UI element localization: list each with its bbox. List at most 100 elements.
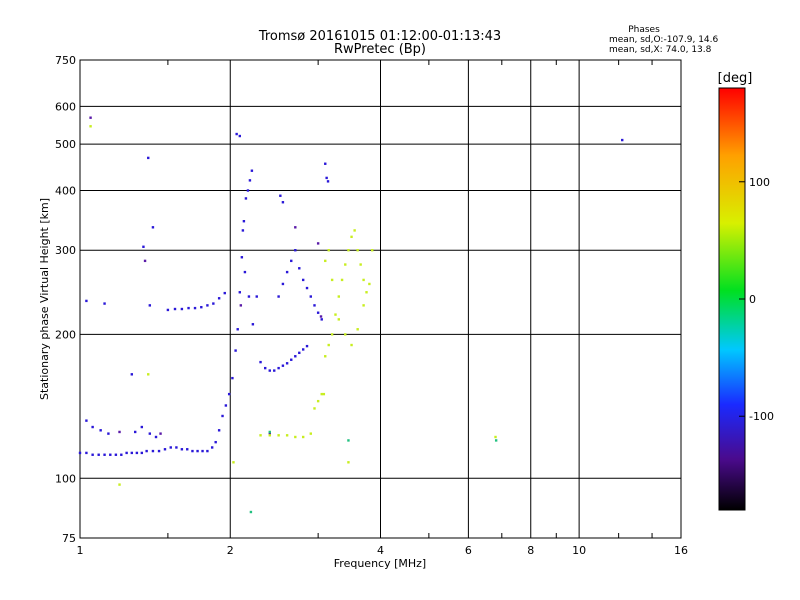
data-point: [320, 392, 323, 396]
data-point: [340, 278, 344, 282]
data-point: [359, 263, 362, 266]
data-point: [223, 291, 226, 295]
data-point: [356, 249, 359, 252]
colorbar-ticks: 100 0 -100: [739, 176, 774, 423]
data-point: [221, 414, 224, 418]
data-point: [259, 360, 262, 364]
data-point: [309, 432, 312, 435]
data-point: [163, 448, 167, 451]
data-point: [231, 376, 234, 380]
data-point: [151, 226, 155, 229]
data-point: [241, 229, 245, 232]
data-point: [142, 245, 145, 248]
data-point: [337, 295, 341, 298]
data-point: [227, 392, 231, 396]
data-point: [180, 448, 184, 451]
data-point: [217, 429, 221, 432]
x-tick-label: 2: [227, 544, 234, 557]
data-point: [186, 448, 189, 451]
data-point: [281, 282, 285, 286]
data-point: [166, 308, 170, 312]
colorbar-tick-label: 100: [749, 176, 770, 189]
data-point: [243, 270, 247, 274]
data-point: [239, 304, 243, 307]
data-point: [107, 432, 110, 435]
data-point: [97, 453, 100, 456]
chart-title: Tromsø 20161015 01:12:00-01:13:43: [258, 29, 501, 44]
data-point: [154, 435, 158, 439]
grid-lines: [80, 60, 681, 538]
data-point: [250, 169, 254, 172]
data-point: [78, 451, 82, 455]
data-point: [135, 451, 139, 455]
data-point: [326, 180, 330, 183]
data-point: [114, 453, 118, 456]
data-point: [125, 451, 128, 455]
y-axis-ticks: 75 100 200 300 400 500 600 750: [55, 54, 76, 545]
data-point: [301, 435, 305, 439]
data-point: [324, 259, 327, 263]
data-point: [273, 369, 276, 372]
data-point: [290, 358, 293, 361]
y-tick-label: 300: [55, 244, 76, 257]
data-point: [240, 256, 244, 259]
x-tick-label: 10: [572, 544, 586, 557]
data-point: [362, 278, 365, 282]
data-point: [264, 366, 267, 370]
data-point: [322, 392, 326, 396]
data-point: [255, 295, 258, 298]
chart-subtitle: RwPretec (Bp): [334, 42, 426, 57]
x-tick-label: 8: [527, 544, 534, 557]
data-point: [212, 302, 215, 305]
data-point: [210, 446, 214, 449]
data-point: [103, 453, 106, 456]
data-point: [285, 434, 289, 437]
data-point: [356, 328, 359, 331]
data-point: [214, 440, 217, 444]
data-point: [85, 451, 88, 455]
data-point: [200, 305, 203, 309]
data-point: [201, 449, 204, 453]
data-point: [290, 259, 293, 263]
y-tick-label: 400: [55, 184, 76, 197]
data-point: [173, 307, 177, 311]
data-point: [224, 404, 228, 407]
colorbar-tick-label: 0: [749, 293, 756, 306]
data-point: [91, 453, 94, 456]
data-point: [148, 432, 152, 435]
data-point: [344, 333, 347, 336]
data-point: [206, 449, 209, 453]
data-point: [238, 291, 241, 294]
data-point: [347, 249, 350, 252]
data-point: [248, 179, 252, 182]
data-point: [206, 304, 209, 307]
data-point: [494, 435, 497, 439]
y-tick-label: 750: [55, 54, 76, 67]
data-point: [344, 263, 347, 266]
data-point: [175, 446, 178, 449]
data-point: [494, 439, 498, 442]
data-point: [143, 259, 147, 263]
data-point: [327, 249, 330, 252]
data-point: [238, 134, 241, 138]
data-point: [147, 156, 150, 160]
data-point: [320, 318, 323, 321]
data-point: [309, 295, 312, 298]
data-point: [313, 304, 316, 307]
data-point: [85, 419, 88, 422]
data-point: [147, 373, 150, 376]
x-tick-label: 4: [377, 544, 384, 557]
data-point: [251, 323, 255, 326]
data-point: [268, 432, 271, 435]
y-tick-label: 75: [62, 532, 76, 545]
data-point: [353, 229, 356, 232]
data-point: [298, 267, 301, 270]
data-point: [187, 306, 190, 310]
data-point: [234, 349, 237, 352]
data-point: [350, 235, 353, 239]
data-point: [151, 449, 155, 453]
data-points: [78, 116, 624, 514]
data-point: [159, 432, 162, 435]
data-point: [140, 451, 144, 455]
